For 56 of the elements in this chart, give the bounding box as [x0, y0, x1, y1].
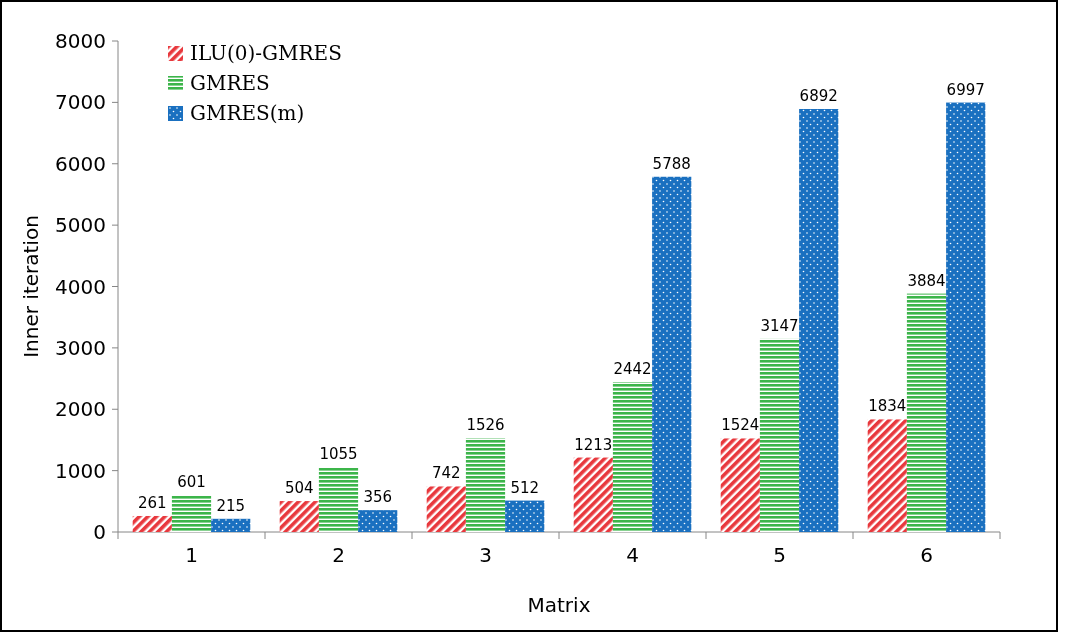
y-tick-label: 8000: [55, 29, 106, 53]
bar: [171, 495, 212, 532]
data-label: 742: [431, 464, 461, 483]
y-tick-label: 1000: [55, 458, 106, 483]
legend-label: ILU(0)-GMRES: [190, 41, 342, 65]
data-label: 1213: [574, 435, 613, 454]
x-tick-label: 4: [626, 543, 639, 567]
data-label: 6997: [946, 80, 985, 99]
data-label: 5788: [652, 154, 691, 173]
bar: [652, 176, 692, 532]
bar: [759, 338, 800, 532]
y-tick-label: 4000: [55, 274, 106, 299]
bar: [720, 438, 760, 532]
bar: [573, 457, 613, 532]
x-tick-label: 5: [773, 543, 786, 567]
bar: [358, 510, 398, 532]
data-label: 6892: [799, 87, 838, 105]
data-label: 3147: [760, 316, 799, 335]
bar: [906, 293, 947, 532]
data-label: 1526: [466, 416, 505, 435]
y-tick-label: 2000: [55, 397, 106, 422]
data-label: 1055: [319, 445, 358, 464]
bar: [799, 109, 839, 532]
y-tick-label: 6000: [55, 151, 106, 176]
legend-label: GMRES(m): [190, 101, 305, 125]
bar: [505, 500, 545, 532]
bar: [612, 382, 653, 532]
bar: [426, 486, 466, 532]
x-tick-label: 6: [920, 543, 933, 567]
bar: [211, 518, 251, 532]
bar: [946, 102, 986, 532]
y-tick-label: 5000: [55, 213, 106, 238]
data-label: 504: [284, 479, 314, 498]
data-label: 2442: [613, 360, 652, 379]
data-label: 512: [510, 478, 540, 497]
data-label: 1524: [721, 416, 760, 435]
y-tick-label: 7000: [55, 90, 106, 115]
data-label: 356: [363, 488, 393, 507]
bar: [318, 467, 359, 532]
bar: [279, 501, 319, 532]
data-label: 1834: [868, 397, 907, 416]
data-label: 215: [216, 496, 246, 515]
x-axis-title: Matrix: [527, 593, 591, 617]
y-tick-label: 0: [93, 520, 106, 544]
x-tick-label: 2: [332, 543, 345, 567]
bar: [867, 419, 907, 532]
x-tick-label: 3: [479, 543, 492, 567]
bar: [465, 438, 506, 532]
legend-label: GMRES: [190, 71, 270, 95]
y-axis-title: Inner iteration: [19, 215, 43, 358]
data-label: 3884: [907, 271, 946, 290]
data-label: 261: [137, 493, 167, 512]
y-tick-label: 3000: [55, 335, 106, 360]
data-label: 601: [177, 473, 206, 492]
x-tick-label: 1: [185, 543, 198, 567]
bar: [132, 515, 172, 532]
